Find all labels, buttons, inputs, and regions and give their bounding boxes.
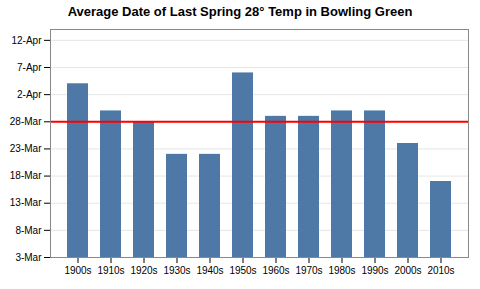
svg-text:2000s: 2000s	[394, 265, 421, 276]
svg-text:1930s: 1930s	[163, 265, 190, 276]
svg-text:1950s: 1950s	[229, 265, 256, 276]
svg-text:12-Apr: 12-Apr	[11, 35, 42, 46]
svg-text:7-Apr: 7-Apr	[17, 62, 42, 73]
svg-text:1970s: 1970s	[295, 265, 322, 276]
svg-text:3-Mar: 3-Mar	[15, 252, 42, 263]
svg-text:18-Mar: 18-Mar	[10, 170, 42, 181]
svg-text:23-Mar: 23-Mar	[10, 143, 42, 154]
svg-text:1940s: 1940s	[196, 265, 223, 276]
svg-text:28-Mar: 28-Mar	[10, 116, 42, 127]
svg-text:2-Apr: 2-Apr	[17, 89, 42, 100]
svg-text:1980s: 1980s	[328, 265, 355, 276]
svg-text:1910s: 1910s	[97, 265, 124, 276]
svg-text:8-Mar: 8-Mar	[15, 225, 42, 236]
svg-text:1920s: 1920s	[130, 265, 157, 276]
svg-text:2010s: 2010s	[427, 265, 454, 276]
svg-text:1900s: 1900s	[64, 265, 91, 276]
svg-text:1960s: 1960s	[262, 265, 289, 276]
html-text:Average Date of Last Spring 28: Average Date of Last Spring 28° Temp in …	[67, 4, 413, 19]
svg-text:1990s: 1990s	[361, 265, 388, 276]
svg-text:13-Mar: 13-Mar	[10, 197, 42, 208]
